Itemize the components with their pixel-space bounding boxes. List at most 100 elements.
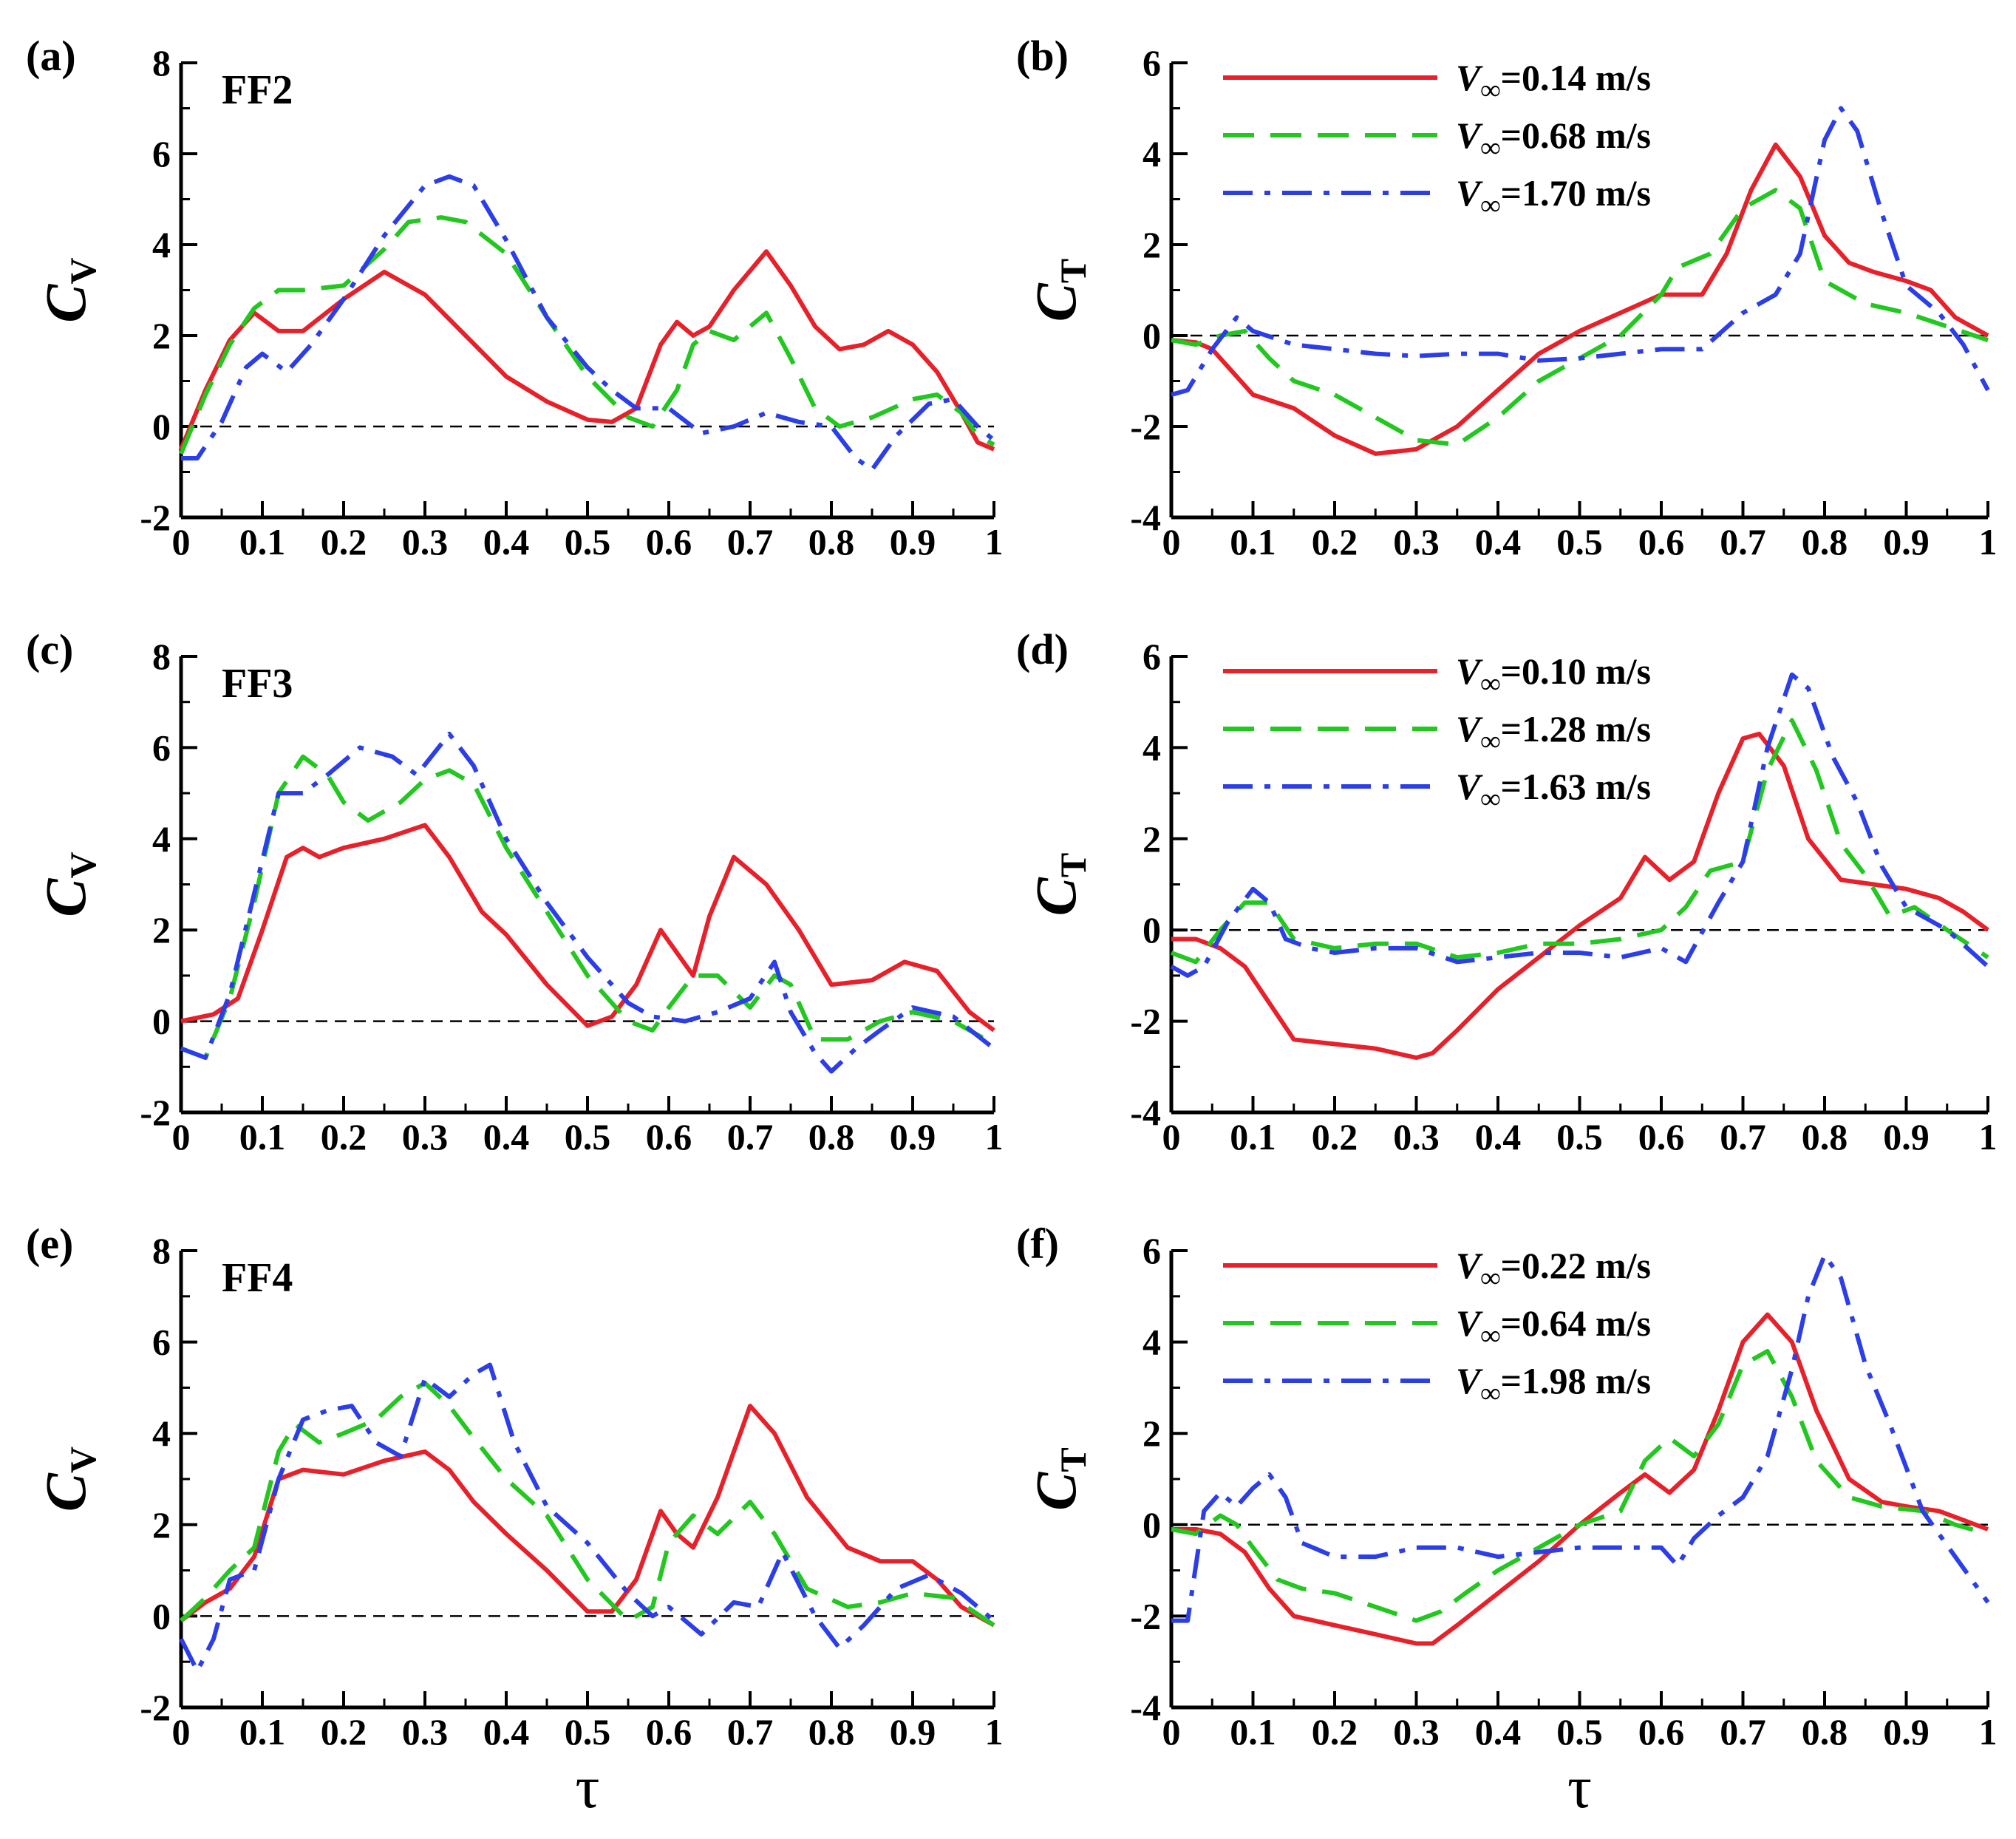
legend-symbol: V <box>1456 57 1483 98</box>
x-tick-label: 0.1 <box>1230 1711 1276 1753</box>
x-tick-label: 0.9 <box>890 1116 936 1158</box>
x-tick-label: 0.9 <box>1883 1116 1930 1158</box>
legend-symbol: V <box>1456 1360 1483 1401</box>
x-tick-label: 1 <box>985 1116 1004 1158</box>
y-tick-label: -2 <box>1130 1001 1161 1042</box>
x-tick-label: 0 <box>172 1711 191 1753</box>
series-line-solid <box>180 1404 995 1628</box>
x-tick-label: 0.8 <box>808 1116 855 1158</box>
legend-label: =1.63 m/s <box>1500 766 1651 807</box>
legend-label: =1.28 m/s <box>1500 708 1651 749</box>
x-tick-label: 0.7 <box>1720 1711 1766 1753</box>
legend-entry: V∞=0.14 m/s <box>1456 57 1651 106</box>
series-line-dashed <box>179 215 995 455</box>
legend-symbol: V <box>1456 172 1483 214</box>
legend-label: =0.10 m/s <box>1500 650 1651 692</box>
panel-letter: (c) <box>26 625 73 673</box>
y-tick-label: 6 <box>1142 42 1161 84</box>
legend-entry: V∞=1.63 m/s <box>1456 766 1651 815</box>
y-tick-label: 6 <box>152 133 171 174</box>
series-line-solid <box>1171 142 1989 456</box>
panel-letter: (a) <box>26 32 76 80</box>
x-axis-label: τ <box>576 1753 600 1821</box>
y-axis-label: CT <box>1024 853 1094 916</box>
x-tick-label: 1 <box>1979 1711 1998 1753</box>
y-tick-label: 2 <box>1142 224 1161 265</box>
y-axis-label-main: C <box>1024 877 1088 916</box>
y-tick-label: -2 <box>140 497 171 538</box>
series-line-dashdot <box>179 1362 995 1673</box>
x-tick-label: 0 <box>1162 1116 1181 1158</box>
y-axis-label-main: C <box>1024 1472 1088 1511</box>
y-axis-label-subscript: T <box>1052 853 1094 877</box>
x-tick-label: 0.5 <box>565 1711 611 1753</box>
panel-letter: (f) <box>1016 1220 1059 1268</box>
x-tick-label: 0.8 <box>808 521 855 562</box>
y-tick-label: 2 <box>152 909 171 951</box>
series-line-dashdot <box>181 174 995 472</box>
x-tick-label: 0.8 <box>808 1711 855 1753</box>
x-tick-label: 0.9 <box>890 1711 936 1753</box>
legend: V∞=0.14 m/sV∞=0.68 m/sV∞=1.70 m/s <box>1223 57 1651 221</box>
x-tick-label: 0.1 <box>1230 521 1276 562</box>
y-tick-label: 4 <box>1142 133 1161 174</box>
legend-entry: V∞=1.28 m/s <box>1456 708 1651 757</box>
x-tick-label: 0 <box>172 521 191 562</box>
panel-b: 0 0.1 0.2 0.3 0.4 0.5 0.6 0.7 0.8 0.9 1 -4 -2 0 2 4 6 (b)… <box>1016 32 1998 562</box>
y-tick-label: 2 <box>152 315 171 356</box>
y-tick-label: 4 <box>1142 727 1161 768</box>
y-tick-label: 0 <box>152 1595 171 1636</box>
x-tick-label: 0.6 <box>1638 1116 1685 1158</box>
legend-entry: V∞=0.22 m/s <box>1456 1245 1651 1294</box>
x-tick-label: 0.3 <box>1393 1116 1440 1158</box>
x-tick-label: 1 <box>985 1711 1004 1753</box>
y-tick-label: -2 <box>140 1687 171 1728</box>
legend-symbol-subscript: ∞ <box>1480 1320 1500 1351</box>
series-line-dashdot <box>180 731 995 1074</box>
series-line-solid <box>180 823 995 1033</box>
y-tick-label: 2 <box>152 1504 171 1546</box>
x-tick-label: 0.3 <box>402 1116 449 1158</box>
x-tick-label: 0.9 <box>1883 521 1930 562</box>
x-tick-label: 0.5 <box>565 521 611 562</box>
y-axis-label-subscript: T <box>1052 259 1094 283</box>
x-tick-label: 0.5 <box>1556 1711 1603 1753</box>
panel-d: 0 0.1 0.2 0.3 0.4 0.5 0.6 0.7 0.8 0.9 1 -4 -2 0 2 4 6 (d)… <box>1016 625 1998 1158</box>
legend-entry: V∞=0.10 m/s <box>1456 650 1651 699</box>
y-tick-label: 6 <box>152 1322 171 1363</box>
x-tick-label: 0.1 <box>239 1711 286 1753</box>
legend-symbol-subscript: ∞ <box>1480 190 1500 221</box>
series-line-dashed <box>179 1381 995 1628</box>
legend-entry: V∞=1.70 m/s <box>1456 172 1651 221</box>
x-tick-label: 0 <box>172 1116 191 1158</box>
x-tick-label: 0.6 <box>646 521 692 562</box>
y-tick-label: 0 <box>152 406 171 447</box>
panel-letter: (b) <box>1016 32 1069 80</box>
legend: V∞=0.10 m/sV∞=1.28 m/sV∞=1.63 m/s <box>1223 650 1651 815</box>
legend-symbol-subscript: ∞ <box>1480 75 1500 106</box>
legend-label: =0.14 m/s <box>1500 57 1651 98</box>
legend-entry: V∞=1.98 m/s <box>1456 1360 1651 1409</box>
y-tick-label: 0 <box>152 1001 171 1042</box>
x-tick-label: 0.7 <box>1720 1116 1766 1158</box>
legend-symbol: V <box>1456 650 1483 692</box>
y-axis-label: CV <box>33 1447 103 1512</box>
legend-symbol-subscript: ∞ <box>1480 668 1500 699</box>
y-tick-label: 0 <box>1142 1504 1161 1546</box>
x-tick-label: 0.7 <box>727 521 774 562</box>
x-tick-label: 0.3 <box>1393 521 1440 562</box>
x-tick-label: 0.5 <box>1556 521 1603 562</box>
y-tick-label: -2 <box>1130 406 1161 447</box>
x-tick-label: 0.7 <box>1720 521 1766 562</box>
y-tick-label: -4 <box>1130 497 1161 538</box>
x-tick-label: 0.2 <box>1312 1116 1358 1158</box>
x-tick-label: 0.6 <box>646 1116 692 1158</box>
x-tick-label: 0.9 <box>1883 1711 1930 1753</box>
x-tick-label: 0.9 <box>890 521 936 562</box>
x-tick-label: 1 <box>1979 1116 1998 1158</box>
panel-f: 0 0.1 0.2 0.3 0.4 0.5 0.6 0.7 0.8 0.9 1 -4 -2 0 2 4 6 (f)… <box>1016 1220 1998 1821</box>
x-tick-label: 0.4 <box>483 521 530 562</box>
panel-letter: (e) <box>26 1220 73 1268</box>
panel-title: FF3 <box>222 661 293 707</box>
x-tick-label: 0.2 <box>321 1711 367 1753</box>
